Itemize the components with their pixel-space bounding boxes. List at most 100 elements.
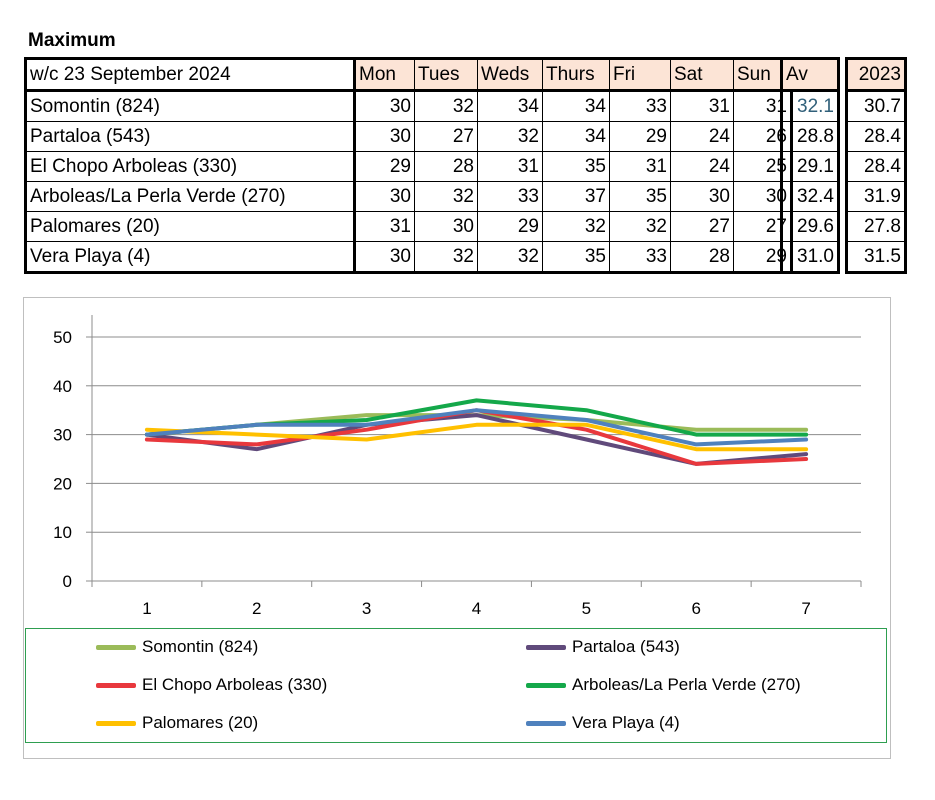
year-2023-table: 2023 30.7 28.4 28.4 31.9 27.8 31.5 <box>845 57 907 274</box>
temp-cell: 24 <box>670 151 734 182</box>
legend-item: Palomares (20) <box>96 713 258 733</box>
temp-cell: 37 <box>542 181 610 212</box>
temp-cell: 32 <box>414 241 478 273</box>
temp-cell: 34 <box>542 90 610 122</box>
legend-swatch <box>96 682 136 688</box>
legend-item: El Chopo Arboleas (330) <box>96 675 327 695</box>
temp-cell: 27 <box>414 121 478 152</box>
temp-cell: 32 <box>542 211 610 242</box>
legend-label: El Chopo Arboleas (330) <box>142 675 328 694</box>
legend-label: Vera Playa (4) <box>572 713 680 732</box>
table-header-row: w/c 23 September 2024 Mon Tues Weds Thurs Fri… <box>25 58 792 92</box>
legend-label: Partaloa (543) <box>572 637 680 656</box>
table-row: Partaloa (543) 30 27 32 34 29 24 26 <box>25 121 792 152</box>
temp-cell: 34 <box>477 90 543 122</box>
legend-item: Arboleas/La Perla Verde (270) <box>526 675 801 695</box>
legend-label: Palomares (20) <box>142 713 259 732</box>
temp-cell: 27 <box>670 211 734 242</box>
year-row: 30.7 <box>846 90 906 122</box>
day-header: Sat <box>670 58 734 92</box>
chart-legend: Somontin (824) Partaloa (543) El Chopo Arb… <box>25 628 887 743</box>
av-cell: 29.6 <box>781 211 839 242</box>
y-tick-label: 0 <box>63 572 72 591</box>
station-name: Vera Playa (4) <box>25 241 355 273</box>
year-header: 2023 <box>846 58 906 92</box>
av-row: 29.6 <box>781 211 839 242</box>
av-cell: 32.1 <box>781 90 839 122</box>
temp-cell: 31 <box>609 151 671 182</box>
av-header: Av <box>781 58 839 92</box>
av-cell: 29.1 <box>781 151 839 182</box>
series-line-4 <box>144 422 809 452</box>
y-tick-label: 20 <box>53 474 72 493</box>
year-row: 31.5 <box>846 241 906 273</box>
station-name: Partaloa (543) <box>25 121 355 152</box>
day-header: Thurs <box>542 58 610 92</box>
legend-swatch <box>526 644 566 650</box>
legend-label: Somontin (824) <box>142 637 259 656</box>
x-tick-label: 1 <box>142 599 151 618</box>
station-name: Palomares (20) <box>25 211 355 242</box>
y-tick-label: 30 <box>53 426 72 445</box>
station-name: Somontin (824) <box>25 90 355 122</box>
year-2023-cell: 30.7 <box>846 90 906 122</box>
table-row: Arboleas/La Perla Verde (270) 30 32 33 37 35 3… <box>25 181 792 212</box>
legend-item: Partaloa (543) <box>526 637 680 657</box>
av-cell: 31.0 <box>781 241 839 273</box>
year-row: 27.8 <box>846 211 906 242</box>
y-tick-label: 10 <box>53 523 72 542</box>
x-tick-label: 2 <box>252 599 261 618</box>
av-row: 31.0 <box>781 241 839 273</box>
temp-cell: 32 <box>414 181 478 212</box>
av-header-row: Av <box>781 58 839 92</box>
day-header: Mon <box>353 58 415 92</box>
temp-cell: 33 <box>609 241 671 273</box>
temp-cell: 30 <box>353 90 415 122</box>
av-row: 32.1 <box>781 90 839 122</box>
legend-swatch <box>96 644 136 650</box>
legend-swatch <box>526 682 566 688</box>
temp-cell: 28 <box>414 151 478 182</box>
temp-cell: 30 <box>353 241 415 273</box>
x-tick-label: 6 <box>691 599 700 618</box>
temp-cell: 33 <box>477 181 543 212</box>
av-row: 29.1 <box>781 151 839 182</box>
series-line-5 <box>144 408 809 447</box>
y-tick-label: 40 <box>53 377 72 396</box>
station-name: El Chopo Arboleas (330) <box>25 151 355 182</box>
page-title: Maximum <box>28 30 116 51</box>
year-header-row: 2023 <box>846 58 906 92</box>
x-tick-label: 4 <box>472 599 481 618</box>
year-2023-cell: 31.5 <box>846 241 906 273</box>
legend-item: Vera Playa (4) <box>526 713 680 733</box>
year-row: 28.4 <box>846 121 906 152</box>
temp-cell: 29 <box>477 211 543 242</box>
av-cell: 32.4 <box>781 181 839 212</box>
temp-cell: 35 <box>542 241 610 273</box>
day-header: Fri <box>609 58 671 92</box>
table-row: Vera Playa (4) 30 32 32 35 33 28 29 <box>25 241 792 273</box>
series-line-1 <box>144 413 809 466</box>
legend-swatch <box>526 720 566 726</box>
x-tick-label: 7 <box>801 599 810 618</box>
av-row: 32.4 <box>781 181 839 212</box>
year-row: 31.9 <box>846 181 906 212</box>
series-line-2 <box>144 408 809 466</box>
year-2023-cell: 31.9 <box>846 181 906 212</box>
year-2023-cell: 27.8 <box>846 211 906 242</box>
x-tick-label: 5 <box>582 599 591 618</box>
y-tick-label: 50 <box>53 328 72 347</box>
temp-cell: 28 <box>670 241 734 273</box>
table-row: Somontin (824) 30 32 34 34 33 31 31 <box>25 90 792 122</box>
temp-cell: 30 <box>353 121 415 152</box>
temp-cell: 24 <box>670 121 734 152</box>
temperature-table: w/c 23 September 2024 Mon Tues Weds Thurs Fri… <box>24 57 793 274</box>
chart-frame <box>23 297 891 759</box>
year-2023-cell: 28.4 <box>846 121 906 152</box>
legend-swatch <box>96 720 136 726</box>
av-row: 28.8 <box>781 121 839 152</box>
temp-cell: 32 <box>477 241 543 273</box>
av-cell: 28.8 <box>781 121 839 152</box>
legend-item: Somontin (824) <box>96 637 258 657</box>
